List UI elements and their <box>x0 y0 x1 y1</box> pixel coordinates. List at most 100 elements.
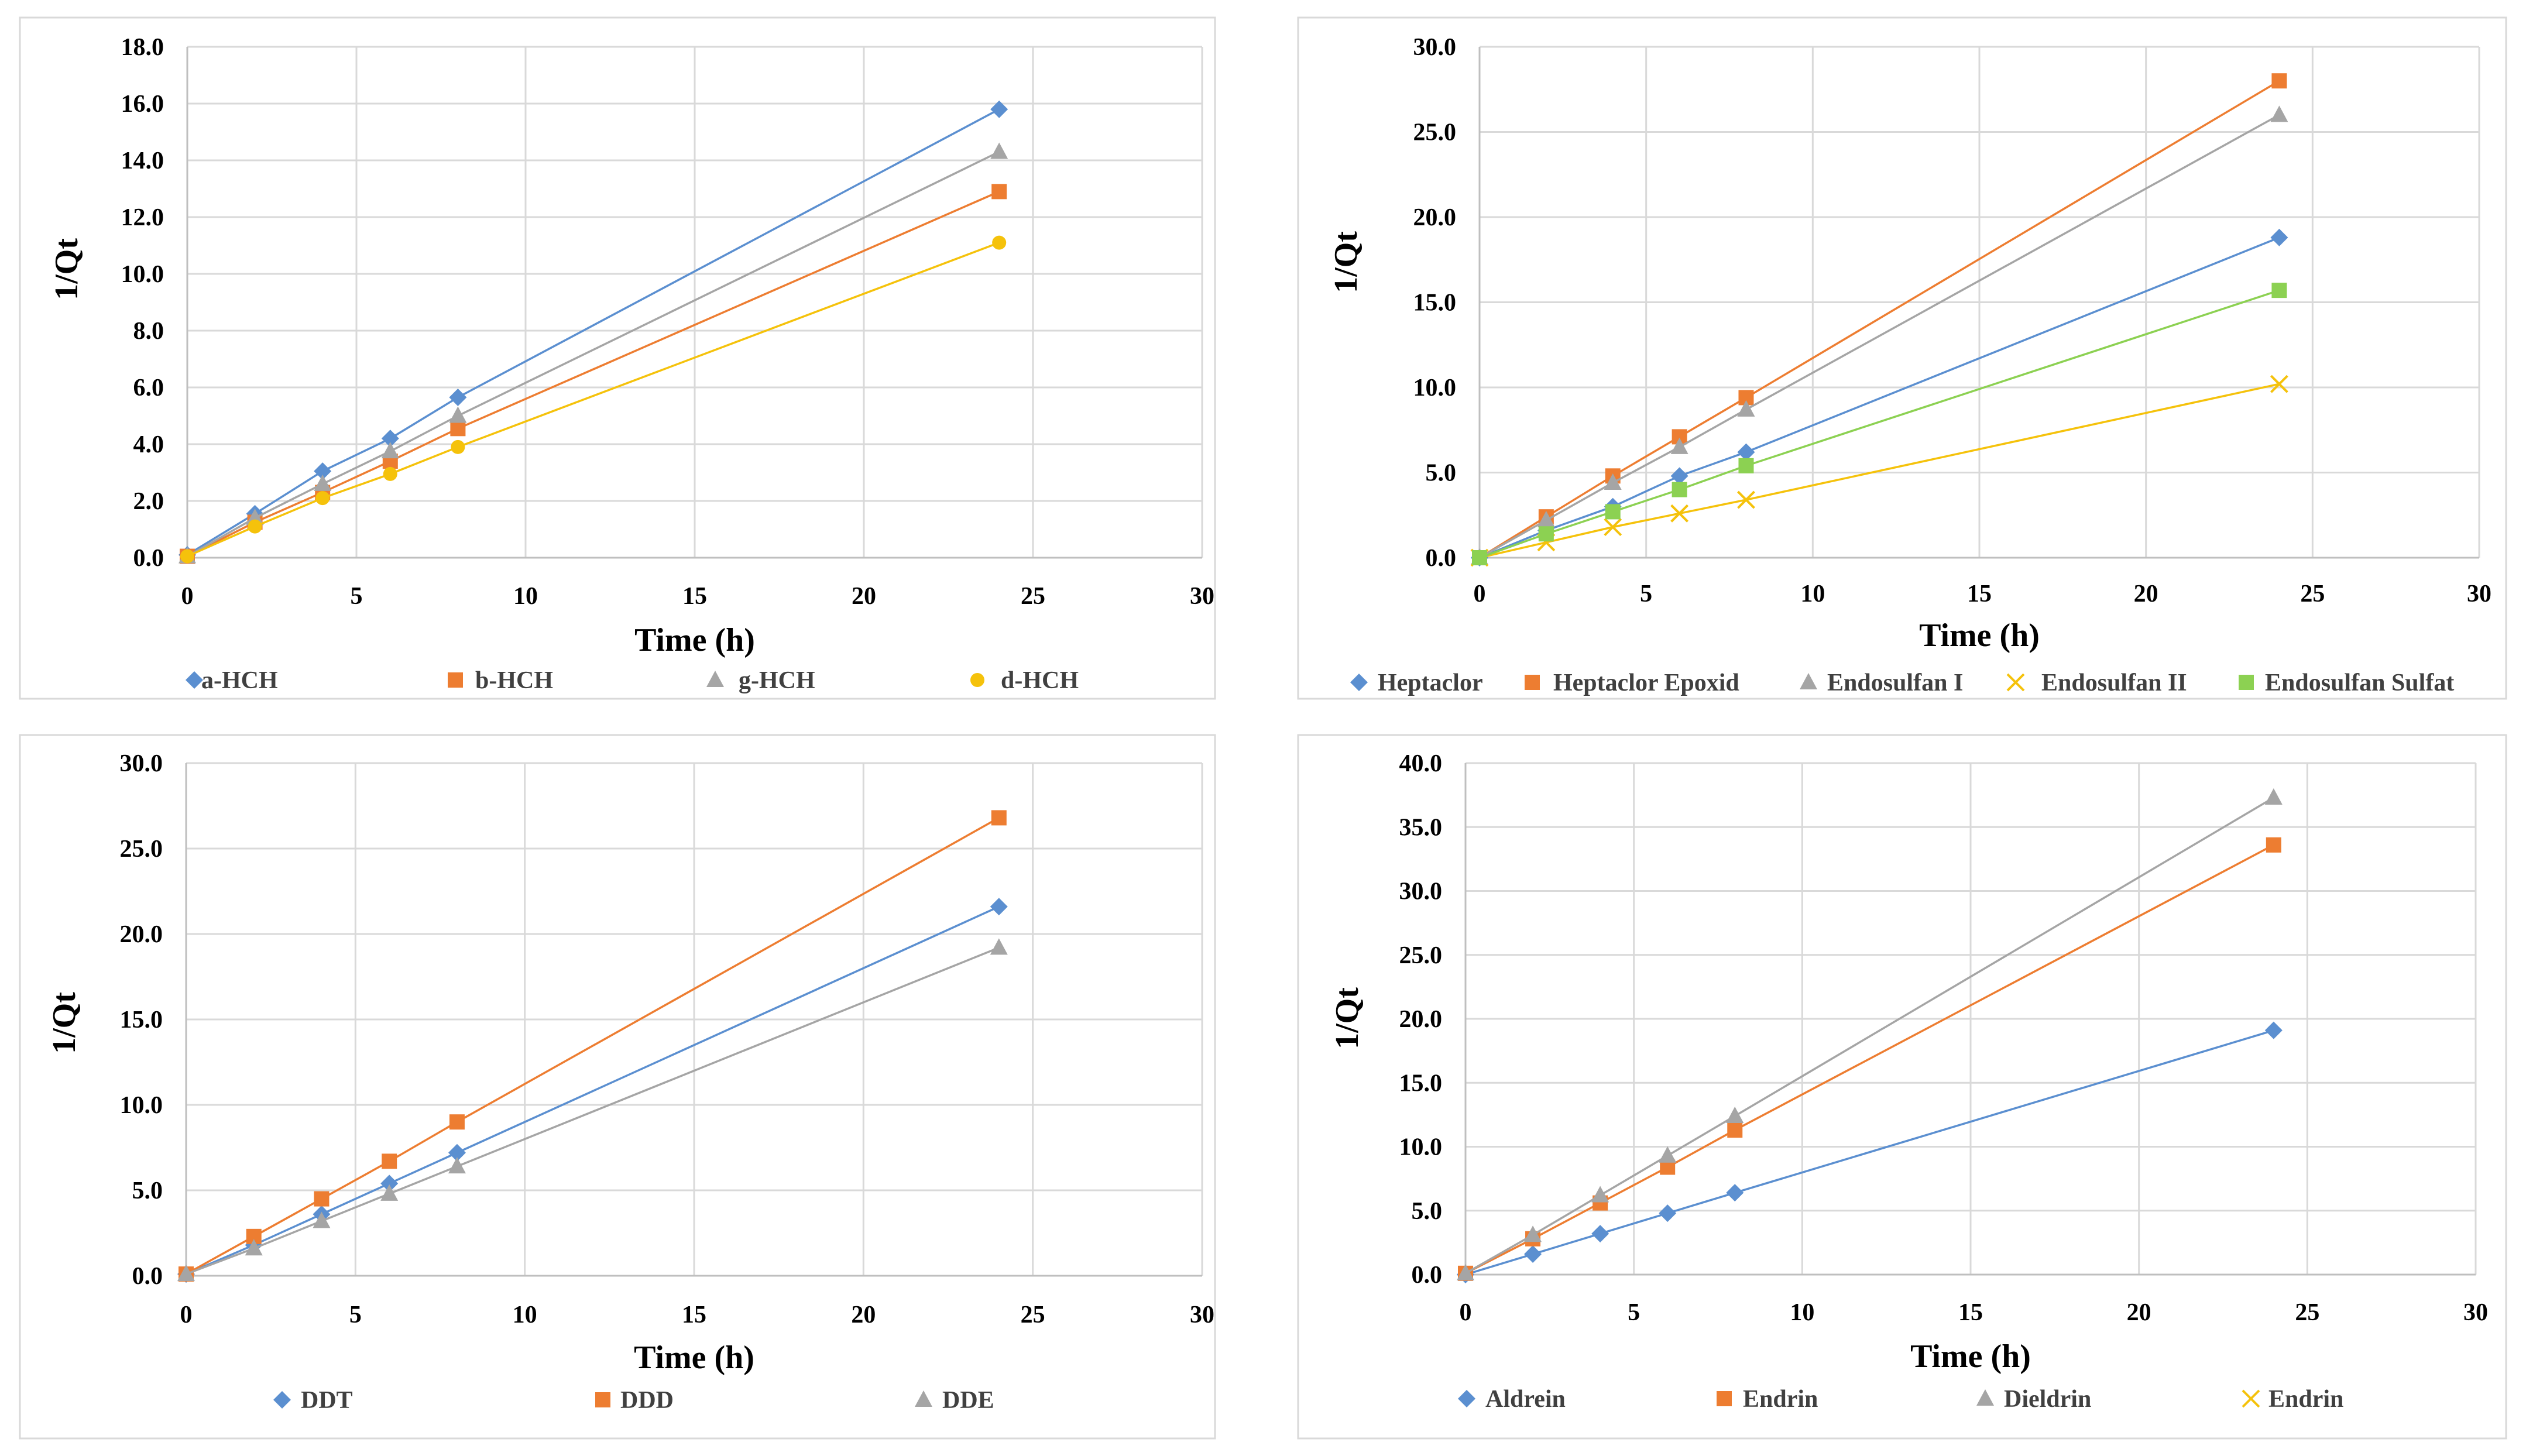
series-line <box>1479 80 2280 559</box>
x-tick-label: 10 <box>1800 581 1825 607</box>
series-endosulfan-ii <box>1470 375 2288 567</box>
legend-label: DDE <box>942 1387 994 1414</box>
x-tick-label: 0 <box>1474 581 1486 607</box>
data-point <box>248 519 262 534</box>
data-point <box>1537 510 1555 527</box>
x-tick-label: 30 <box>2463 1299 2488 1326</box>
x-tick-label: 25 <box>2300 581 2325 607</box>
legend-item-g-hch: g-HCH <box>706 667 815 694</box>
legend-item-d-hch: d-HCH <box>970 667 1079 694</box>
series-line <box>1465 1029 2274 1276</box>
data-point <box>990 100 1008 118</box>
data-point <box>180 549 194 564</box>
legend-item-dde: DDE <box>915 1387 994 1414</box>
series-line <box>187 242 1000 558</box>
data-point <box>383 466 397 481</box>
x-tick-label: 0 <box>1460 1299 1472 1326</box>
y-tick-label: 10.0 <box>1399 1134 1443 1161</box>
y-tick-label: 0.0 <box>133 545 164 572</box>
legend-item-a-hch: a-HCH <box>186 667 278 694</box>
data-point <box>990 938 1008 955</box>
series-line <box>186 905 1000 1275</box>
chart-panel-4: 0 5 10 15 20 25 30 0.0 5.0 10.0 15.0 20.0 25.0 30.0 35… <box>1297 734 2507 1440</box>
series-line <box>1465 844 2274 1275</box>
data-point <box>448 1157 466 1174</box>
x-axis-title: Time (h) <box>634 1340 754 1376</box>
legend-marker <box>2239 675 2254 690</box>
data-point <box>1737 490 1755 509</box>
legend-marker <box>448 672 463 688</box>
data-point <box>380 1175 399 1193</box>
y-tick-label: 5.0 <box>1412 1198 1443 1225</box>
data-point <box>991 810 1007 826</box>
data-point <box>1604 473 1622 490</box>
series-line <box>187 150 1000 558</box>
legend-label: g-HCH <box>739 667 815 694</box>
data-point <box>1524 1245 1542 1263</box>
data-point <box>2270 228 2288 246</box>
series-d-hch <box>180 235 1007 564</box>
data-point <box>2264 788 2283 805</box>
y-tick-label: 10.0 <box>121 261 164 288</box>
y-tick-label: 5.0 <box>132 1177 163 1204</box>
series-dde <box>177 938 1008 1282</box>
series-line <box>186 816 1000 1275</box>
data-point <box>314 462 332 480</box>
legend-label: Endosulfan I <box>1827 669 1963 696</box>
series-endrin <box>1458 837 2281 1281</box>
data-point <box>1524 1225 1542 1242</box>
y-tick-label: 25.0 <box>1413 119 1457 146</box>
y-tick-label: 0.0 <box>1412 1262 1443 1289</box>
legend-item-heptaclor-epoxid: Heptaclor Epoxid <box>1525 669 1739 696</box>
legend-item-endosulfan-i: Endosulfan I <box>1800 669 1963 696</box>
legend-marker <box>186 671 203 689</box>
data-point <box>1672 482 1687 497</box>
y-tick-label: 30.0 <box>1413 34 1457 61</box>
data-point <box>177 1265 195 1282</box>
legend-item-aldrein: Aldrein <box>1458 1386 1566 1413</box>
data-point <box>1591 1186 1609 1203</box>
x-tick-label: 5 <box>1640 581 1652 607</box>
data-point <box>451 439 465 454</box>
legend-marker <box>595 1392 610 1407</box>
x-tick-label: 5 <box>1628 1299 1640 1326</box>
legend-label: Heptaclor Epoxid <box>1553 669 1739 696</box>
y-tick-label: 20.0 <box>120 921 163 948</box>
y-tick-label: 10.0 <box>1413 375 1457 401</box>
data-point <box>2270 105 2288 122</box>
y-axis-title: 1/Qt <box>46 992 83 1054</box>
x-tick-label: 20 <box>851 1302 876 1328</box>
legend-marker <box>1717 1391 1732 1406</box>
data-point <box>2270 375 2288 393</box>
x-tick-label: 15 <box>682 1302 706 1328</box>
data-point <box>1738 458 1754 473</box>
data-point <box>990 898 1008 916</box>
legend-marker <box>1800 673 1817 689</box>
legend-label: b-HCH <box>475 667 553 694</box>
legend-label: Aldrein <box>1485 1386 1566 1413</box>
y-tick-label: 40.0 <box>1399 750 1443 777</box>
data-point <box>245 1239 263 1256</box>
data-point <box>449 406 467 423</box>
y-tick-label: 25.0 <box>120 836 163 863</box>
data-point <box>1737 400 1755 417</box>
y-tick-label: 14.0 <box>121 147 164 174</box>
legend-label: d-HCH <box>1001 667 1079 694</box>
legend-label: Dieldrin <box>2004 1386 2091 1413</box>
x-tick-label: 30 <box>2467 581 2491 607</box>
series-line <box>1479 114 2280 559</box>
x-axis-title: Time (h) <box>1910 1338 2031 1375</box>
legend-item-dieldrin: Dieldrin <box>1976 1386 2091 1413</box>
series-line <box>186 946 1000 1275</box>
data-point <box>1727 1122 1743 1138</box>
legend-item-endrin: Endrin <box>2242 1386 2343 1413</box>
legend-label: Heptaclor <box>1378 669 1483 696</box>
data-point <box>450 421 466 437</box>
data-point <box>382 1153 397 1169</box>
y-tick-label: 20.0 <box>1413 204 1457 231</box>
data-point <box>449 388 467 406</box>
legend-item-endosulfan-ii: Endosulfan II <box>2006 669 2187 696</box>
legend-item-ddd: DDD <box>595 1387 674 1414</box>
data-point <box>315 491 330 506</box>
legend-label: Endrin <box>2268 1386 2343 1413</box>
